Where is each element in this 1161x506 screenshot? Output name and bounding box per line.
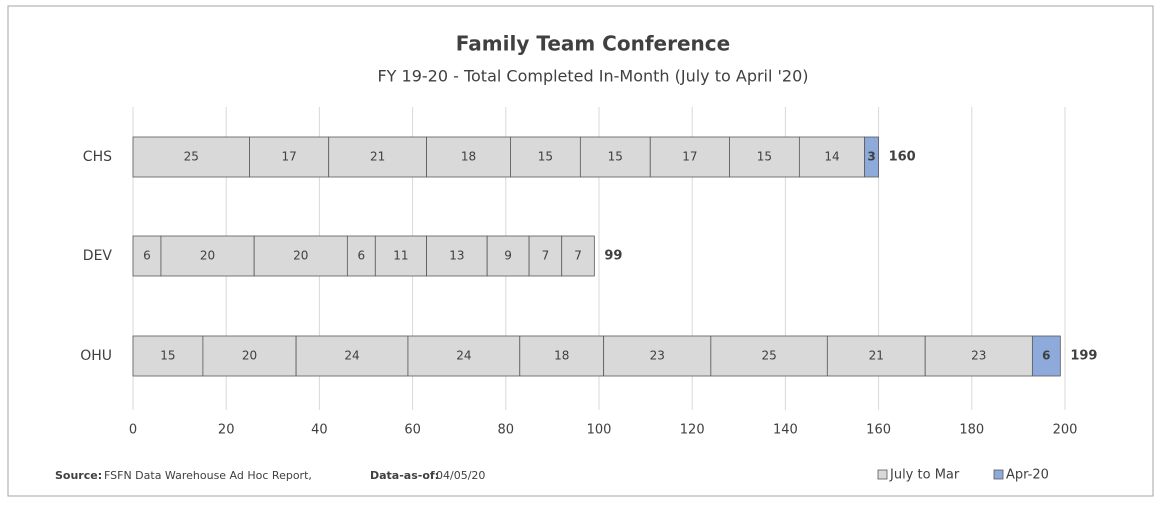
- segment-label: 15: [160, 349, 175, 363]
- bar-segment: [1031, 335, 1061, 377]
- asof: 04/05/20: [436, 469, 485, 482]
- x-tick-label: 200: [1053, 423, 1078, 438]
- x-tick-label: 0: [129, 423, 137, 438]
- footer: Source: FSFN Data Warehouse Ad Hoc Repor…: [55, 469, 485, 482]
- segment-label: 24: [344, 349, 359, 363]
- segment-label: 20: [242, 349, 257, 363]
- x-tick-label: 160: [866, 423, 891, 438]
- bar-segment: [729, 136, 800, 178]
- segment-label: 23: [650, 349, 665, 363]
- segment-label: 21: [869, 349, 884, 363]
- segment-label: 20: [200, 249, 215, 263]
- segment-label: 3: [867, 150, 875, 164]
- segment-label: 24: [456, 349, 471, 363]
- segment-label: 6: [1042, 349, 1050, 363]
- bar-segment: [295, 335, 409, 377]
- total-label: 99: [604, 249, 622, 264]
- chart-subtitle: FY 19-20 - Total Completed In-Month (Jul…: [377, 67, 808, 86]
- total-label: 199: [1070, 349, 1097, 364]
- segment-label: 15: [538, 150, 553, 164]
- segment-label: 21: [370, 150, 385, 164]
- segment-label: 6: [358, 249, 366, 263]
- x-tick-label: 120: [680, 423, 705, 438]
- segment-label: 6: [143, 249, 151, 263]
- x-tick-label: 40: [311, 423, 328, 438]
- segment-label: 11: [393, 249, 408, 263]
- x-tick-label: 20: [218, 423, 235, 438]
- x-tick-label: 140: [773, 423, 798, 438]
- segment-label: 20: [293, 249, 308, 263]
- total-label: 160: [889, 150, 916, 165]
- segment-label: 9: [504, 249, 512, 263]
- segment-label: 15: [608, 150, 623, 164]
- asof-label: Data-as-of:: [370, 469, 439, 482]
- x-tick-label: 60: [404, 423, 421, 438]
- bar-segment: [603, 335, 712, 377]
- bar-segment: [202, 335, 297, 377]
- segment-label: 25: [761, 349, 776, 363]
- segment-label: 17: [682, 150, 697, 164]
- y-tick-label: DEV: [83, 248, 113, 264]
- bar-segment: [132, 235, 162, 277]
- segment-label: 18: [461, 150, 476, 164]
- bar-segment: [160, 235, 255, 277]
- bar-segment: [561, 235, 595, 277]
- segment-label: 7: [574, 249, 582, 263]
- source-label: Source:: [55, 469, 102, 482]
- legend-label: Apr-20: [1006, 468, 1049, 483]
- segment-label: 25: [184, 150, 199, 164]
- chart-title: Family Team Conference: [456, 32, 730, 56]
- y-tick-label: OHU: [80, 348, 112, 364]
- bar-segment: [426, 235, 488, 277]
- x-tick-label: 180: [959, 423, 984, 438]
- segment-label: 13: [449, 249, 464, 263]
- bar-segment: [132, 136, 250, 178]
- segment-label: 18: [554, 349, 569, 363]
- bar-segment: [328, 136, 427, 178]
- bar-segment: [407, 335, 521, 377]
- bar-segment: [710, 335, 828, 377]
- segment-label: 17: [281, 150, 296, 164]
- legend-swatch: [877, 469, 888, 480]
- x-tick-label: 80: [498, 423, 515, 438]
- bar-segment: [579, 136, 651, 178]
- bar-segment: [510, 136, 581, 178]
- bar-segment: [253, 235, 348, 277]
- bar-segment: [346, 235, 376, 277]
- bar-segment: [426, 136, 511, 178]
- legend-swatch: [993, 469, 1004, 480]
- bar-segment: [826, 335, 926, 377]
- bar-segment: [924, 335, 1033, 377]
- segment-label: 15: [757, 150, 772, 164]
- bar-segment: [528, 235, 563, 277]
- bar-segment: [374, 235, 427, 277]
- x-tick-label: 100: [587, 423, 612, 438]
- segment-label: 23: [971, 349, 986, 363]
- bar-segment: [864, 136, 879, 178]
- legend-label: July to Mar: [889, 468, 960, 483]
- bar-segment: [132, 335, 204, 377]
- y-tick-label: CHS: [83, 149, 112, 165]
- bar-segment: [486, 235, 530, 277]
- bar-segment: [798, 136, 866, 178]
- segment-label: 7: [542, 249, 550, 263]
- bar-segment: [519, 335, 605, 377]
- source: FSFN Data Warehouse Ad Hoc Report,: [104, 469, 312, 482]
- segment-label: 14: [824, 150, 839, 164]
